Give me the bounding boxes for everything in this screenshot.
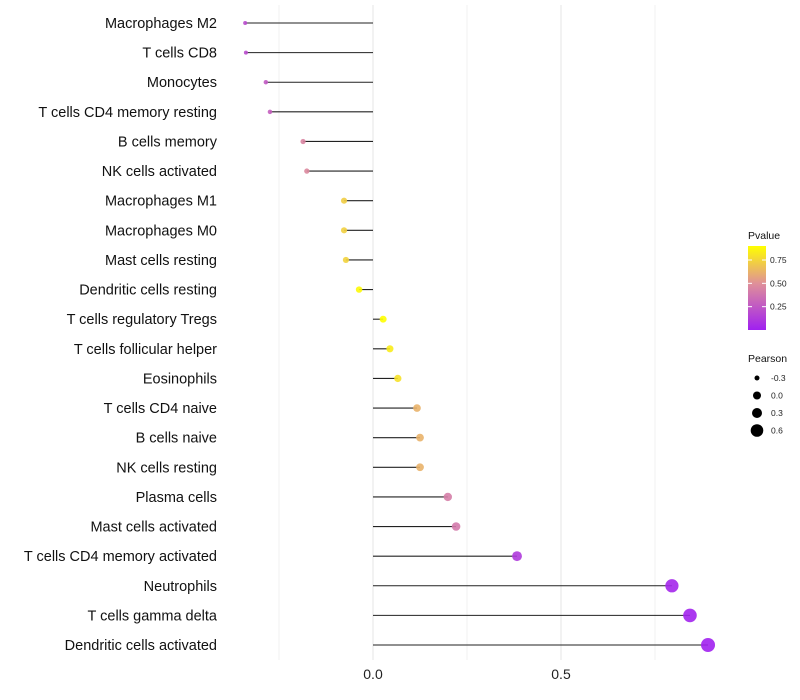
category-label: Neutrophils <box>144 579 217 595</box>
category-label: Monocytes <box>147 75 217 91</box>
color-tick-label: 0.50 <box>770 278 787 288</box>
category-label: B cells memory <box>118 134 218 150</box>
lollipop-dot <box>512 551 522 562</box>
color-tick-label: 0.25 <box>770 302 787 312</box>
lollipop-dot <box>451 522 461 531</box>
size-legend-label: -0.3 <box>771 373 786 383</box>
category-label: T cells regulatory Tregs <box>67 312 217 328</box>
lollipop-dot <box>300 138 306 145</box>
x-tick-label: 0.5 <box>551 666 571 682</box>
lollipop-dot <box>683 608 697 623</box>
color-tick-label: 0.75 <box>770 255 787 265</box>
lollipop-dot <box>701 637 716 653</box>
lollipop-dot <box>340 227 348 234</box>
size-legend-title: Pearson <box>748 353 787 365</box>
category-label: T cells CD4 naive <box>104 401 217 417</box>
lollipop-dot <box>379 315 387 323</box>
lollipop-dot <box>443 492 453 502</box>
lollipop-dot <box>304 168 310 174</box>
lollipop-dot <box>386 345 394 353</box>
lollipop-dot <box>243 50 248 55</box>
category-label: T cells CD4 memory resting <box>38 105 217 121</box>
category-label: NK cells activated <box>102 164 217 180</box>
category-label: Dendritic cells activated <box>65 638 217 654</box>
category-label: Macrophages M1 <box>105 194 217 210</box>
lollipop-dot <box>416 463 424 472</box>
lollipop-dot <box>394 374 402 383</box>
size-legend-dot <box>752 408 762 418</box>
lollipop-dot <box>416 433 424 442</box>
size-legend-dot <box>750 424 764 437</box>
lollipop-dot <box>665 579 679 593</box>
size-legend-dot <box>753 391 761 400</box>
category-label: Dendritic cells resting <box>79 283 217 299</box>
category-label: T cells CD4 memory activated <box>24 549 217 565</box>
category-label: T cells follicular helper <box>74 342 217 358</box>
category-label: B cells naive <box>136 431 217 447</box>
size-legend-label: 0.3 <box>771 408 783 418</box>
lollipop-dot <box>342 256 350 264</box>
size-legend-dot <box>754 375 760 381</box>
lollipop-dot <box>413 404 421 412</box>
lollipop-dot <box>263 80 269 85</box>
category-label: Macrophages M0 <box>105 223 217 239</box>
size-legend-label: 0.6 <box>771 426 783 436</box>
category-label: Plasma cells <box>136 490 217 506</box>
category-label: Macrophages M2 <box>105 16 217 32</box>
category-label: Eosinophils <box>143 371 217 387</box>
category-label: Mast cells activated <box>90 520 217 536</box>
category-label: T cells gamma delta <box>88 608 218 624</box>
lollipop-dot <box>340 197 348 204</box>
category-label: NK cells resting <box>116 460 217 476</box>
x-tick-label: 0.0 <box>363 666 383 682</box>
color-bar <box>748 246 766 330</box>
category-label: T cells CD8 <box>142 46 217 62</box>
category-label: Mast cells resting <box>105 253 217 269</box>
lollipop-dot <box>267 109 273 115</box>
lollipop-dot <box>243 21 248 25</box>
lollipop-dot <box>355 286 363 293</box>
color-legend-title: Pvalue <box>748 230 780 242</box>
size-legend-label: 0.0 <box>771 391 783 401</box>
